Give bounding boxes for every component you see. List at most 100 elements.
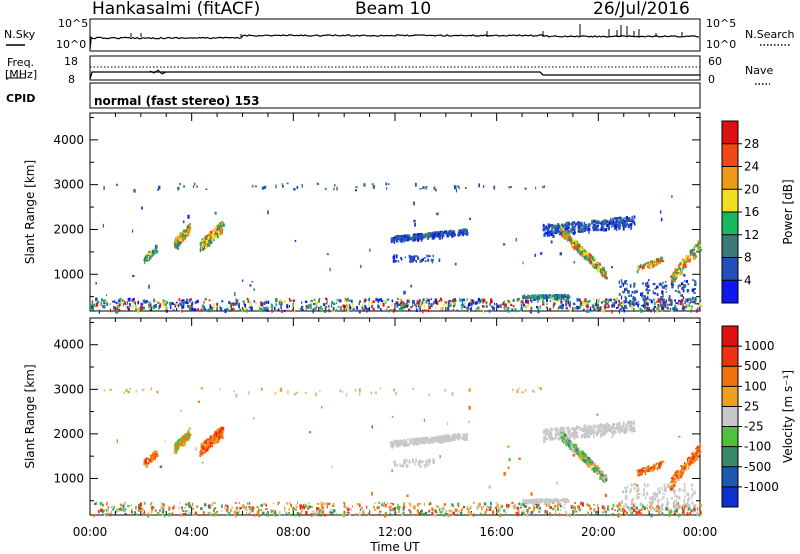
- vel-patch-18-cell: [545, 499, 548, 504]
- vel-sparse-cell: [507, 445, 510, 448]
- vel-band-13-cell: [428, 462, 430, 466]
- vel-nearrange-cell: [625, 511, 628, 516]
- power-evening-upper-cell: [620, 219, 622, 223]
- vel-nearrange-cell: [113, 505, 116, 509]
- vel-sparse-cell: [391, 415, 394, 418]
- power-late-patch-cell: [677, 267, 679, 271]
- power-nearrange-cell: [600, 301, 604, 304]
- vel-nearrange-cell: [162, 508, 165, 512]
- nsky-label: N.Sky: [4, 28, 36, 41]
- vel-nearrange-cell: [588, 504, 591, 508]
- power-nearrange-cell: [580, 302, 584, 306]
- vel-nearrange-cell: [293, 507, 296, 510]
- vel-band-02-cell: [153, 453, 157, 456]
- power-nearrange-cell: [475, 309, 477, 312]
- power-nearrange-cell: [549, 307, 552, 311]
- vel-nearrange-cell: [245, 512, 248, 516]
- power-band-03: [174, 222, 192, 249]
- vel-nearrange-cell: [270, 510, 272, 514]
- vel-band-02-cell: [153, 453, 157, 458]
- power-evening-upper-cell: [633, 223, 636, 226]
- power-nearrange-cell: [530, 306, 533, 310]
- power-patch-18-cell: [539, 294, 541, 299]
- vel-band-04-cell: [214, 435, 217, 439]
- vel-nearrange-cell: [512, 505, 515, 509]
- power-nearrange-cell: [367, 308, 369, 311]
- power-band-03-cell: [178, 241, 180, 244]
- vel-nearrange-cell: [630, 512, 633, 515]
- power-evening-upper-cell: [561, 223, 564, 227]
- power-late-patch-cell: [687, 255, 690, 258]
- vel-band-03-cell: [182, 440, 185, 443]
- vel-nearrange-cell: [496, 505, 499, 508]
- power-evening-trace-cell: [597, 264, 600, 268]
- power-late-low-cell: [625, 280, 628, 282]
- vel-band-12-cell: [399, 442, 401, 446]
- power-evening-upper-cell: [549, 224, 551, 227]
- vel-band-03-cell: [173, 450, 177, 454]
- vel-sparse-3000-cell: [200, 387, 203, 390]
- nsearch-tick-top: 10^5: [706, 17, 736, 30]
- vel-sparse-3000-cell: [359, 388, 361, 393]
- power-late-low-cell: [629, 284, 632, 288]
- vel-band-13: [393, 458, 435, 468]
- power-late-low-cell: [641, 304, 644, 307]
- power-nearrange-cell: [624, 304, 626, 309]
- vel-nearrange-cell: [503, 509, 505, 513]
- vel-band-04-cell: [205, 445, 208, 448]
- power-nearrange-cell: [656, 300, 658, 304]
- power-sparse-cell: [326, 253, 329, 256]
- vel-evening-upper-cell: [547, 429, 550, 433]
- power-late-patch-cell: [695, 244, 698, 246]
- power-nearrange-cell: [444, 301, 447, 304]
- vel-nearrange-cell: [297, 501, 299, 504]
- power-evening-upper-cell: [547, 223, 550, 227]
- power-patch-18-cell: [554, 294, 557, 297]
- power-nearrange-cell: [292, 302, 294, 307]
- power-nearrange-cell: [364, 304, 366, 309]
- vel-nearrange-cell: [257, 509, 260, 513]
- power-nearrange-cell: [449, 303, 452, 307]
- power-late-patch-cell: [684, 264, 687, 269]
- vel-band-03-cell: [183, 435, 186, 438]
- vel-late-low-cell: [623, 505, 626, 507]
- power-nearrange-cell: [607, 304, 610, 309]
- vel-nearrange-cell: [578, 508, 581, 512]
- vel-nearrange-cell: [473, 502, 475, 504]
- vel-band-04-cell: [206, 447, 209, 452]
- vel-nearrange-cell: [358, 503, 361, 506]
- power-sparse-cell: [182, 220, 185, 224]
- power-evening-trace-cell: [601, 266, 603, 271]
- vel-nearrange-cell: [495, 501, 498, 504]
- vel-evening-upper-cell: [597, 433, 599, 435]
- power-band-12-cell: [439, 230, 442, 234]
- vel-evening-upper-cell: [605, 426, 608, 429]
- vel-nearrange-cell: [553, 513, 556, 516]
- vel-evening-upper-cell: [549, 430, 551, 432]
- power-sparse-3000-cell: [275, 184, 277, 189]
- vel-band-13-cell: [427, 458, 431, 462]
- power-patch-18-cell: [534, 294, 537, 298]
- power-nearrange-cell: [166, 306, 168, 310]
- power-evening-upper-cell: [557, 224, 561, 229]
- power-sparse-3000-cell: [282, 184, 284, 188]
- power-sparse-cell: [660, 218, 663, 222]
- power-late-blob-cell: [656, 258, 659, 262]
- power-sparse-3000-cell: [205, 188, 208, 190]
- vel-evening-trace-cell: [572, 444, 574, 449]
- power-nearrange-cell: [104, 301, 107, 305]
- vel-late-low-cell: [681, 488, 684, 491]
- vel-evening-upper-cell: [603, 428, 605, 432]
- power-nearrange-cell: [391, 299, 394, 303]
- vel-late-low-cell: [667, 506, 669, 509]
- power-nearrange-cell: [453, 305, 455, 308]
- power-band-12-cell: [432, 231, 435, 235]
- power-nearrange-cell: [169, 302, 172, 306]
- vel-nearrange-cell: [557, 505, 559, 509]
- power-sparse-cell: [436, 212, 439, 216]
- power-nearrange-cell: [120, 301, 123, 304]
- power-evening-upper-cell: [614, 226, 617, 231]
- power-nearrange-cell: [368, 302, 370, 307]
- power-band-13-cell: [396, 254, 398, 259]
- power-evening-upper-cell: [587, 224, 590, 228]
